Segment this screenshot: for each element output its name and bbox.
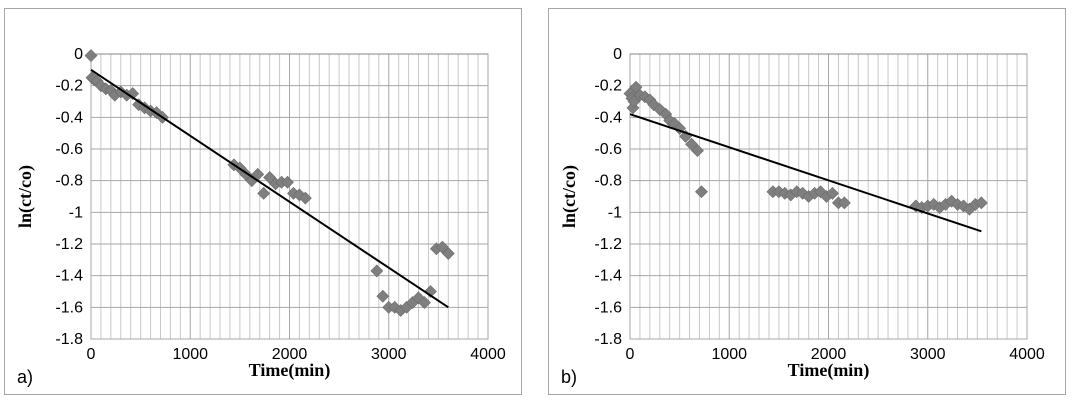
chart-b-y-axis-title: ln(ct/co) — [559, 165, 580, 228]
chart-b-ytick-label: -0.2 — [594, 78, 622, 95]
chart-b-ytick-label: -0.4 — [594, 109, 622, 126]
chart-a-data-point — [84, 49, 98, 63]
chart-b-svg: 0-0.2-0.4-0.6-0.8-1-1.2-1.4-1.6-1.80 1000… — [559, 46, 1045, 387]
chart-a-panel-label: a) — [17, 367, 33, 387]
chart-a-data-point — [441, 247, 455, 260]
chart-a-ytick-label: -0.2 — [55, 78, 83, 95]
chart-a-ytick-label: -0.4 — [55, 109, 83, 126]
chart-b-data-point — [837, 196, 851, 210]
chart-a-ytick-label: -1.8 — [55, 331, 83, 348]
chart-a-ytick-label: -1.2 — [55, 236, 83, 253]
chart-b-ytick-label: -1.6 — [594, 299, 622, 316]
chart-a-x-axis-title: Time(min) — [249, 360, 331, 381]
chart-a-trendline — [90, 69, 449, 309]
chart-a-data-point — [376, 289, 390, 303]
chart-a-svg: 0-0.2-0.4-0.6-0.8-1-1.2-1.4-1.6-1.80 1000… — [15, 46, 506, 387]
chart-b-data-point — [695, 185, 708, 199]
chart-a-data-point — [418, 296, 431, 310]
chart-b-data-point — [691, 144, 704, 158]
chart-b-ytick-label: -1 — [608, 204, 622, 221]
chart-a-ytick-label: -0.6 — [55, 141, 83, 158]
chart-a-data-point — [298, 191, 312, 205]
chart-panel-b: 0 -0.2 -0.4 -0.6 -0.8 -1 -1.2 -1.4 -1.6 -1.8 0 1000… — [548, 8, 1066, 395]
chart-a-data-point — [281, 175, 294, 189]
chart-b-xtick-label: 1000 — [711, 346, 747, 363]
chart-a-xtick-label: 0 — [87, 346, 96, 363]
chart-a-series-points — [84, 49, 455, 317]
chart-b-ytick-label: -1.2 — [594, 236, 622, 253]
chart-a-y-axis-title: ln(ct/co) — [15, 165, 36, 228]
chart-b-xtick-label: 2000 — [811, 346, 847, 363]
chart-a-data-point — [257, 186, 271, 200]
chart-a-xtick-label: 3000 — [371, 346, 407, 363]
chart-b-xtick-label: 4000 — [1009, 346, 1045, 363]
chart-a-xtick-label: 1000 — [172, 346, 208, 363]
chart-b-data-point — [974, 196, 988, 210]
chart-b-ytick-label: 0 — [613, 46, 622, 63]
chart-a-ytick-label: -1 — [69, 204, 83, 221]
chart-b-xtick-label: 0 — [626, 346, 635, 363]
chart-b-data-point — [826, 186, 839, 200]
chart-b-xtick-label: 3000 — [910, 346, 946, 363]
chart-a-ytick-label: 0 — [74, 46, 83, 63]
chart-b-ytick-label: -1.8 — [594, 331, 622, 348]
chart-b-trendline — [629, 113, 982, 233]
chart-panel-a: 0 -0.2 -0.4 -0.6 -0.8 -1 -1.2 -1.4 -1.6 -1.8 0 1000… — [4, 8, 522, 395]
chart-a-gridlines — [91, 53, 488, 340]
chart-a-ytick-label: -0.8 — [55, 173, 83, 190]
chart-b-series-points — [623, 80, 988, 216]
chart-a-xtick-label: 4000 — [470, 346, 506, 363]
chart-a-ytick-label: -1.6 — [55, 299, 83, 316]
chart-b-ytick-label: -0.8 — [594, 173, 622, 190]
chart-a-xtick-label: 2000 — [272, 346, 308, 363]
chart-b-ytick-label: -0.6 — [594, 141, 622, 158]
chart-b-x-axis-title: Time(min) — [788, 360, 870, 381]
chart-b-panel-label: b) — [561, 367, 577, 387]
chart-a-data-point — [370, 264, 384, 278]
chart-b-ytick-label: -1.4 — [594, 268, 622, 285]
chart-a-ytick-label: -1.4 — [55, 268, 83, 285]
